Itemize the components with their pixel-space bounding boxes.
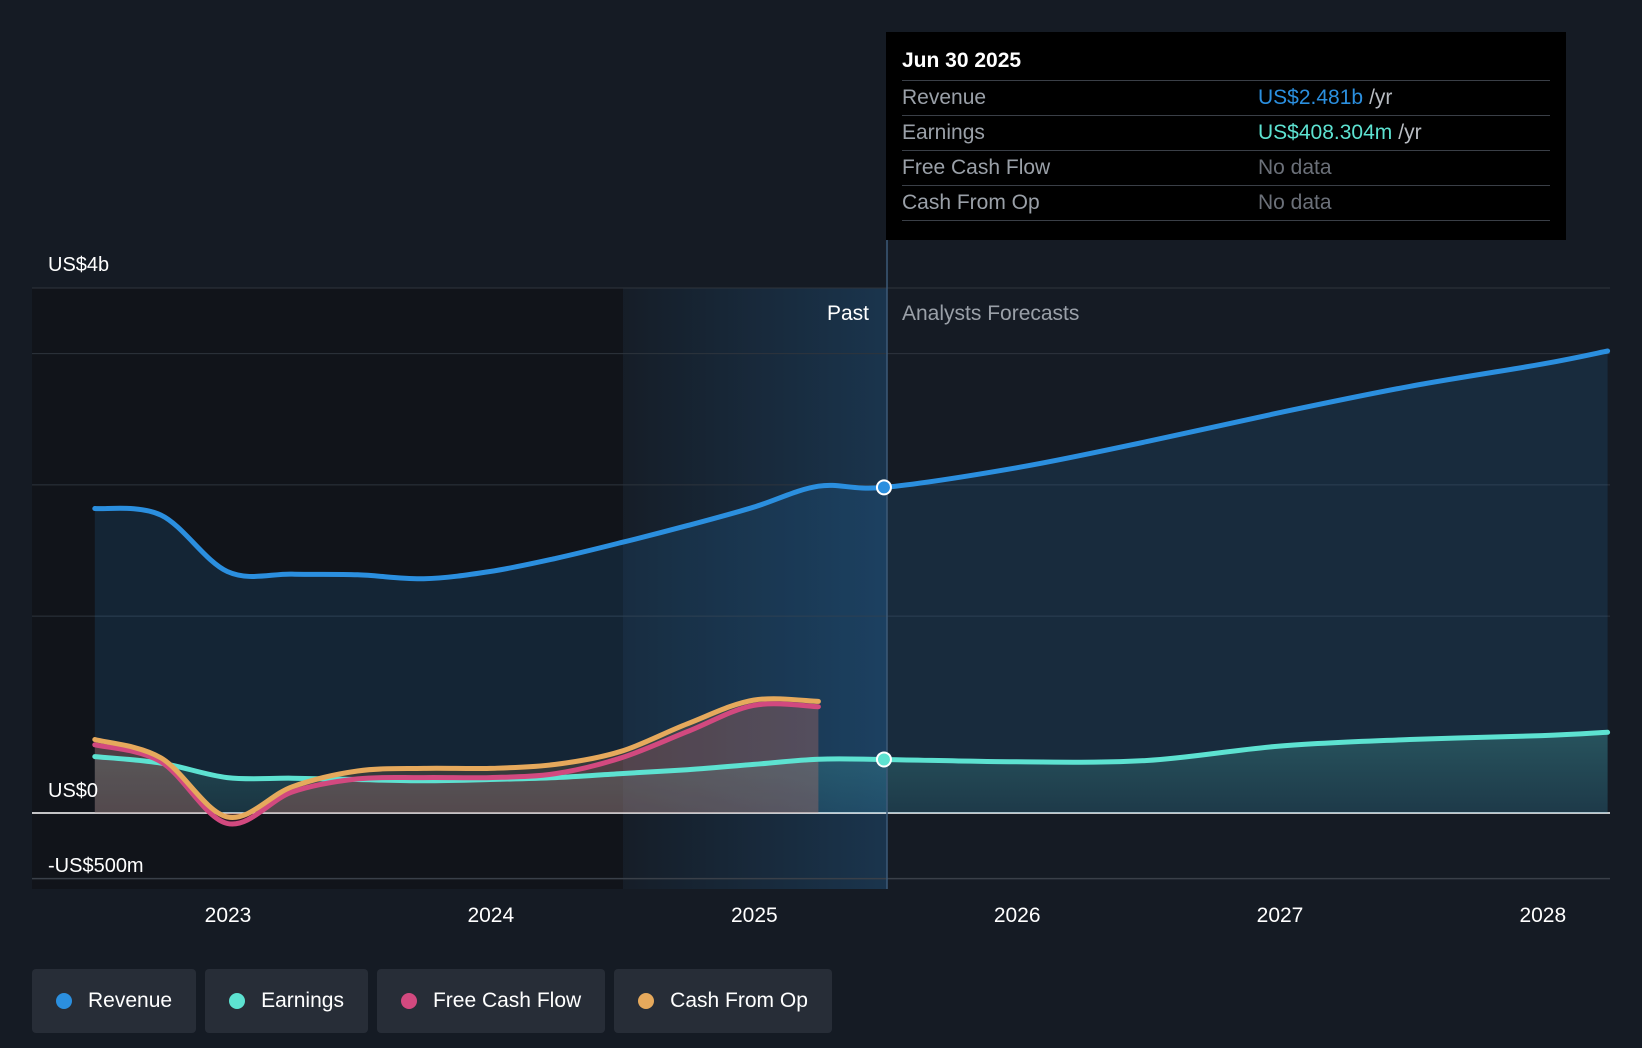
tooltip: Jun 30 2025 Revenue US$2.481b/yr Earning… xyxy=(886,32,1566,240)
line-earnings xyxy=(92,729,1611,784)
legend: Revenue Earnings Free Cash Flow Cash Fro… xyxy=(32,969,832,1033)
legend-dot-icon xyxy=(400,993,417,1009)
hover-markers xyxy=(875,479,892,768)
x-tick-label: 2023 xyxy=(205,904,252,927)
x-tick-label: 2024 xyxy=(467,904,514,927)
forecast-label: Analysts Forecasts xyxy=(902,302,1079,325)
tooltip-row-revenue: Revenue US$2.481b/yr xyxy=(902,80,1550,115)
legend-label: Earnings xyxy=(261,989,344,1012)
y-label-zero: US$0 xyxy=(48,780,98,802)
line-revenue xyxy=(92,348,1611,582)
legend-label: Cash From Op xyxy=(670,989,808,1012)
legend-label: Revenue xyxy=(88,989,173,1012)
tooltip-label: Free Cash Flow xyxy=(902,156,1051,179)
area-free-cash-flow xyxy=(94,703,819,825)
legend-item-revenue[interactable]: Revenue xyxy=(32,969,197,1033)
tooltip-row-cash-from-op: Cash From Op No data xyxy=(902,185,1550,221)
area-cash-from-op xyxy=(94,698,819,818)
line-free-cash-flow xyxy=(92,701,821,827)
area-revenue xyxy=(94,351,1608,813)
tooltip-value: No data xyxy=(1258,156,1332,179)
tooltip-row-free-cash-flow: Free Cash Flow No data xyxy=(902,150,1550,185)
point-marker-earnings xyxy=(875,751,892,768)
series-lines xyxy=(92,348,1611,827)
tooltip-value: US$408.304m xyxy=(1258,121,1393,144)
y-label-bottom: -US$500m xyxy=(48,855,144,877)
point-marker-revenue xyxy=(875,479,892,496)
x-tick-label: 2025 xyxy=(731,904,778,927)
legend-item-free-cash-flow[interactable]: Free Cash Flow xyxy=(376,969,606,1033)
tooltip-row-earnings: Earnings US$408.304m/yr xyxy=(902,115,1550,150)
x-tick-label: 2026 xyxy=(994,904,1041,927)
tooltip-value: US$2.481b xyxy=(1258,86,1364,109)
line-cash-from-op xyxy=(92,696,821,820)
tooltip-label: Earnings xyxy=(902,121,985,144)
tooltip-label: Cash From Op xyxy=(902,191,1040,214)
legend-dot-icon xyxy=(56,993,72,1009)
tooltip-unit: /yr xyxy=(1369,86,1393,109)
y-label-top: US$4b xyxy=(48,254,109,276)
tooltip-value: No data xyxy=(1258,191,1332,214)
legend-item-earnings[interactable]: Earnings xyxy=(205,969,368,1033)
legend-label: Free Cash Flow xyxy=(432,989,582,1012)
x-tick-label: 2027 xyxy=(1257,904,1304,927)
tooltip-label: Revenue xyxy=(902,86,987,109)
x-tick-label: 2028 xyxy=(1519,904,1566,927)
tooltip-date: Jun 30 2025 xyxy=(902,49,1022,72)
past-label: Past xyxy=(827,302,869,325)
legend-dot-icon xyxy=(638,993,655,1009)
legend-item-cash-from-op[interactable]: Cash From Op xyxy=(614,969,832,1033)
x-axis-ticks: 2023 2024 2025 2026 2027 2028 xyxy=(205,904,1567,927)
legend-dot-icon xyxy=(229,993,246,1009)
tooltip-unit: /yr xyxy=(1398,121,1422,144)
